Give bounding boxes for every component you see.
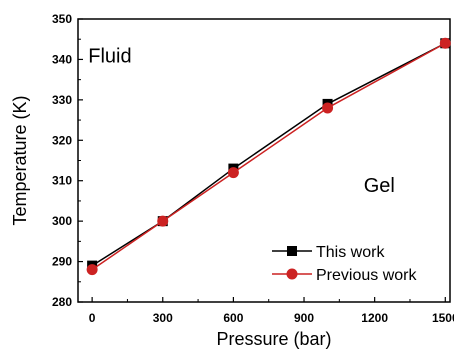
legend-marker-square bbox=[287, 246, 297, 256]
x-tick-label: 1500 bbox=[432, 311, 454, 325]
data-point-circle bbox=[439, 37, 451, 49]
annotation-layer: Fluid Gel bbox=[88, 45, 395, 196]
legend-item: This work bbox=[272, 244, 385, 261]
y-tick-label: 280 bbox=[52, 295, 72, 309]
y-axis: 280 290 300 310 320 330 340 350 bbox=[52, 12, 83, 309]
x-tick-label: 600 bbox=[223, 311, 243, 325]
plot-frame bbox=[77, 18, 451, 303]
region-label-gel: Gel bbox=[364, 175, 395, 197]
x-tick-label: 0 bbox=[89, 311, 96, 325]
x-axis: 0 300 600 900 1200 1500 bbox=[89, 297, 454, 325]
x-tick-label: 1200 bbox=[361, 311, 388, 325]
data-point-circle bbox=[86, 264, 98, 276]
data-point-circle bbox=[322, 102, 334, 114]
legend-item: Previous work bbox=[272, 267, 417, 284]
data-point-circle bbox=[227, 167, 239, 179]
x-tick-label: 900 bbox=[294, 311, 314, 325]
legend-label: Previous work bbox=[316, 267, 417, 284]
series-line bbox=[91, 42, 446, 271]
legend-label: This work bbox=[316, 244, 385, 261]
series-line bbox=[91, 42, 446, 267]
y-tick-label: 300 bbox=[52, 214, 72, 228]
x-axis-label: Pressure (bar) bbox=[216, 329, 331, 349]
series-2 bbox=[86, 37, 451, 276]
y-axis-label: Temperature (K) bbox=[10, 95, 30, 225]
legend: This work Previous work bbox=[272, 244, 417, 284]
region-label-fluid: Fluid bbox=[88, 45, 131, 67]
plot-area bbox=[77, 18, 451, 303]
data-point-circle bbox=[157, 215, 169, 227]
y-tick-label: 350 bbox=[52, 12, 72, 26]
y-tick-label: 330 bbox=[52, 93, 72, 107]
y-tick-label: 320 bbox=[52, 133, 72, 147]
y-tick-label: 340 bbox=[52, 52, 72, 66]
legend-marker-circle bbox=[286, 268, 298, 280]
y-tick-label: 290 bbox=[52, 255, 72, 269]
y-tick-label: 310 bbox=[52, 174, 72, 188]
x-tick-label: 300 bbox=[153, 311, 173, 325]
series-layer bbox=[86, 37, 451, 276]
